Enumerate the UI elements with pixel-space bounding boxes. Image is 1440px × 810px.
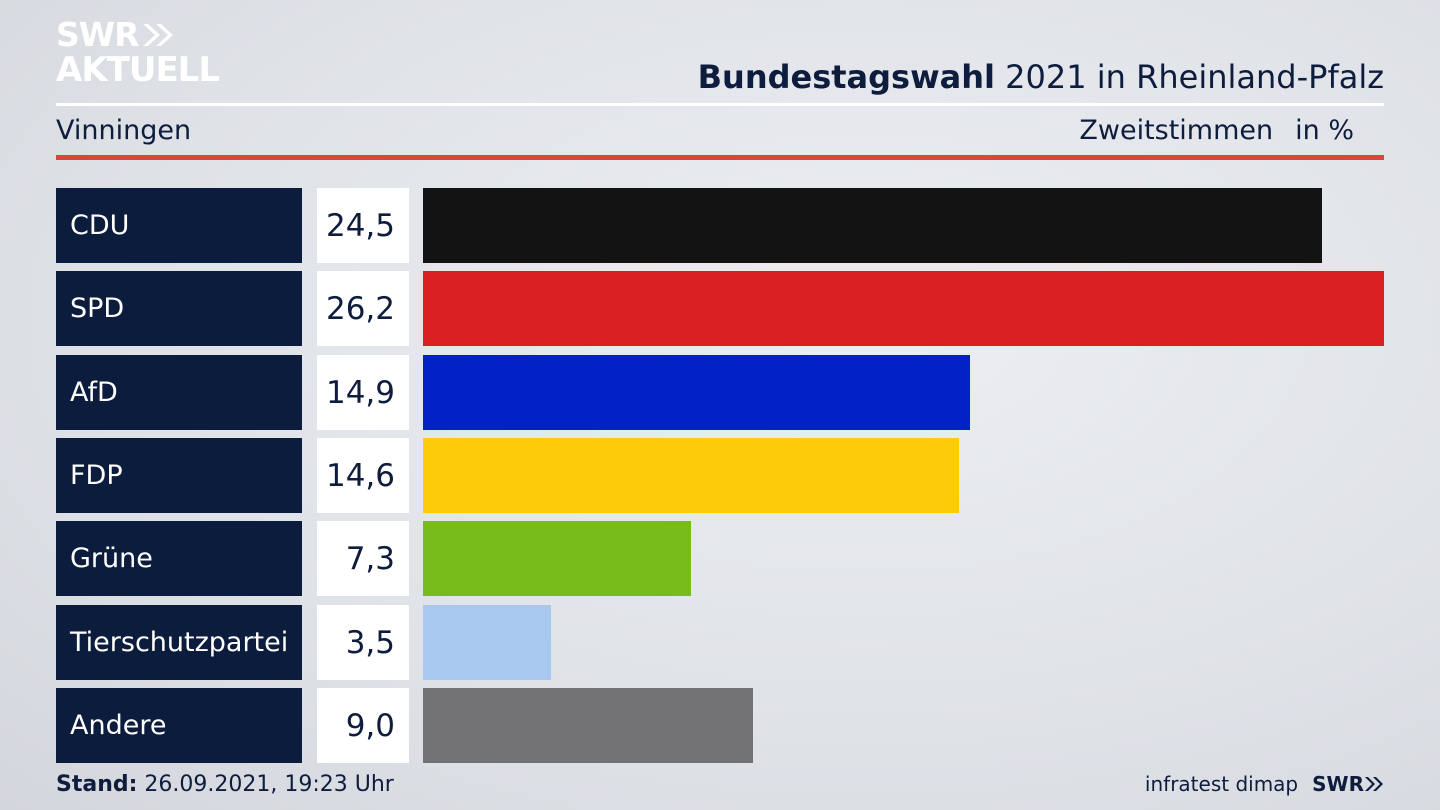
bar: [423, 188, 1322, 263]
logo-line1: SWR: [56, 15, 140, 54]
swr-aktuell-logo: SWR AKTUELL: [56, 15, 220, 90]
value-label: 14,6: [317, 438, 409, 513]
party-label: SPD: [56, 271, 302, 346]
vote-type: Zweitstimmen: [1079, 115, 1274, 146]
party-label: AfD: [56, 355, 302, 430]
bar: [423, 521, 691, 596]
bar: [423, 271, 1384, 346]
value-label: 9,0: [317, 688, 409, 763]
swr-brand: SWR: [1312, 772, 1384, 796]
bar-row: FDP 14,6: [56, 438, 1384, 513]
bar-row: Grüne 7,3: [56, 521, 1384, 596]
party-label: FDP: [56, 438, 302, 513]
party-label: Tierschutzpartei: [56, 605, 302, 680]
bar-row: AfD 14,9: [56, 355, 1384, 430]
stand-value: 26.09.2021, 19:23 Uhr: [144, 772, 394, 797]
value-label: 14,9: [317, 355, 409, 430]
bar-row: CDU 24,5: [56, 188, 1384, 263]
stand-label: Stand:: [56, 772, 138, 797]
value-label: 26,2: [317, 271, 409, 346]
location-label: Vinningen: [56, 115, 192, 146]
party-label: CDU: [56, 188, 302, 263]
bar: [423, 688, 753, 763]
page-title: Bundestagswahl 2021 in Rheinland-Pfalz: [698, 58, 1384, 96]
vote-type-label: Zweitstimmen in %: [1079, 115, 1354, 146]
title-bold: Bundestagswahl: [697, 58, 995, 96]
bar-row: Andere 9,0: [56, 688, 1384, 763]
title-rest: 2021 in Rheinland-Pfalz: [1005, 58, 1384, 96]
bar-row: SPD 26,2: [56, 271, 1384, 346]
brand-label: SWR: [1312, 772, 1364, 796]
source-credit: infratest dimap SWR: [1145, 772, 1384, 796]
bar: [423, 438, 959, 513]
value-label: 7,3: [317, 521, 409, 596]
timestamp: Stand: 26.09.2021, 19:23 Uhr: [56, 772, 394, 797]
bar: [423, 355, 970, 430]
source-label: infratest dimap: [1144, 772, 1299, 796]
chevron-right-icon: [142, 23, 173, 46]
unit-label: in %: [1295, 115, 1354, 146]
bar-row: Tierschutzpartei 3,5: [56, 605, 1384, 680]
header-divider: [56, 103, 1384, 106]
party-label: Grüne: [56, 521, 302, 596]
value-label: 24,5: [317, 188, 409, 263]
bar: [423, 605, 551, 680]
value-label: 3,5: [317, 605, 409, 680]
logo-line2: AKTUELL: [56, 50, 220, 90]
chevron-right-icon: [1365, 777, 1383, 791]
accent-divider: [56, 155, 1384, 160]
party-label: Andere: [56, 688, 302, 763]
